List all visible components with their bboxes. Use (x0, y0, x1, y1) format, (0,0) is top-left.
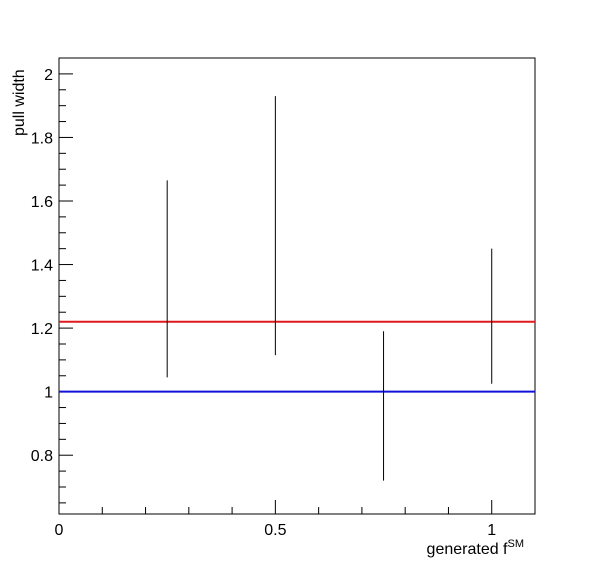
plot-frame (58, 57, 536, 515)
x-axis-label: generated fSM (427, 538, 524, 558)
y-tick-label: 1.2 (31, 321, 53, 338)
y-tick-label: 1.6 (31, 194, 53, 211)
error-bars (166, 96, 493, 481)
y-tick-label: 1.8 (31, 130, 53, 147)
y-axis: 0.8 1 1.2 1.4 1.6 1.8 2 (31, 57, 73, 504)
y-tick-label: 0.8 (31, 448, 53, 465)
x-tick-label: 1 (487, 522, 496, 539)
y-tick-label: 1 (44, 385, 53, 402)
x-axis: 0 0.5 1 (55, 500, 496, 539)
x-tick-label: 0.5 (264, 522, 286, 539)
y-tick-label: 2 (44, 67, 53, 84)
y-axis-label: pull width (11, 69, 28, 136)
reference-lines (59, 320, 535, 393)
y-tick-label: 1.4 (31, 258, 53, 275)
x-tick-label: 0 (55, 522, 64, 539)
